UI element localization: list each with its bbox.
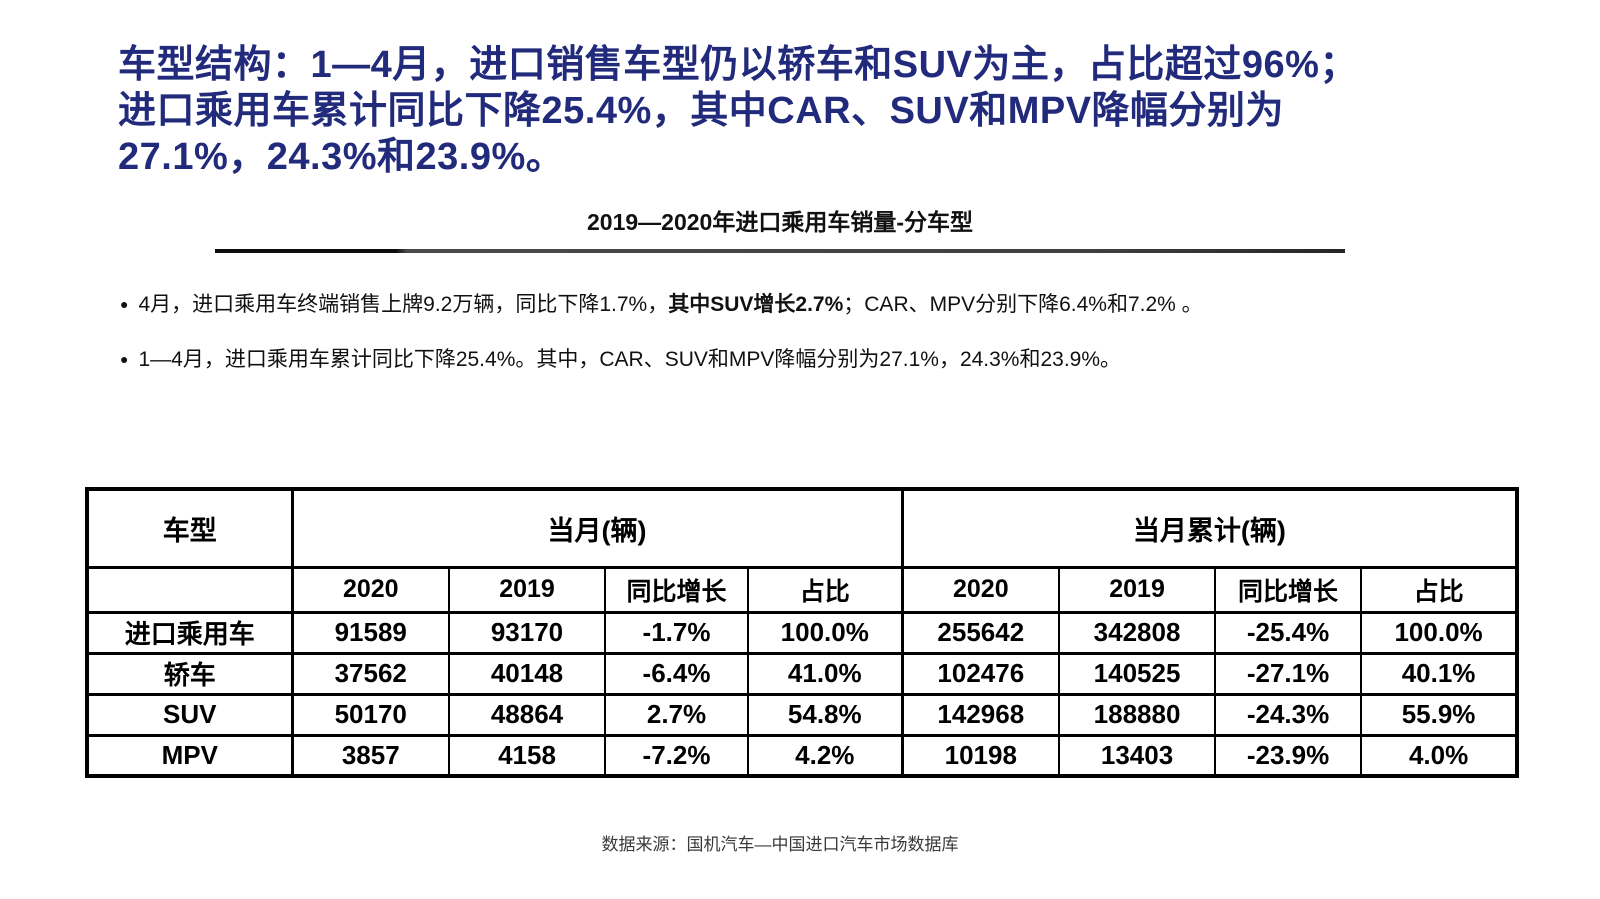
cell: 55.9% bbox=[1360, 692, 1519, 737]
cell: 142968 bbox=[900, 692, 1061, 737]
col-subheader-yoy-cum: 同比增长 bbox=[1214, 565, 1363, 614]
table-row-car: 轿车 37562 40148 -6.4% 41.0% 102476 140525… bbox=[86, 651, 1519, 696]
row-label: 进口乘用车 bbox=[86, 610, 294, 655]
col-subheader-2019-cum: 2019 bbox=[1058, 565, 1217, 614]
cell: 37562 bbox=[291, 651, 450, 696]
cell: -23.9% bbox=[1214, 733, 1363, 778]
bullet-icon: ● bbox=[120, 351, 129, 367]
table-row-imported-pv: 进口乘用车 91589 93170 -1.7% 100.0% 255642 34… bbox=[86, 610, 1519, 655]
bullet-2-pre: 1—4月，进口乘用车累计同比下降25.4%。其中，CAR、SUV和MPV降幅分别… bbox=[138, 348, 1122, 371]
bullet-list: ● 4月，进口乘用车终端销售上牌9.2万辆，同比下降1.7%，其中SUV增长2.… bbox=[120, 288, 1460, 398]
bullet-item-1: ● 4月，进口乘用车终端销售上牌9.2万辆，同比下降1.7%，其中SUV增长2.… bbox=[120, 288, 1460, 318]
cell: 100.0% bbox=[1360, 610, 1519, 655]
cell: 188880 bbox=[1058, 692, 1217, 737]
cell: 91589 bbox=[291, 610, 450, 655]
cell: 255642 bbox=[900, 610, 1061, 655]
cell: -7.2% bbox=[604, 733, 749, 778]
col-group-current-month: 当月(辆) bbox=[290, 487, 904, 569]
table-group-header-row: 车型 当月(辆) 当月累计(辆) bbox=[86, 487, 1519, 569]
page-title-line-2: 进口乘用车累计同比下降25.4%，其中CAR、SUV和MPV降幅分别为 bbox=[118, 90, 1285, 132]
cell: 13403 bbox=[1058, 733, 1217, 778]
row-label: 轿车 bbox=[86, 651, 294, 696]
cell: 3857 bbox=[291, 733, 450, 778]
bullet-text-2: 1—4月，进口乘用车累计同比下降25.4%。其中，CAR、SUV和MPV降幅分别… bbox=[138, 343, 1121, 373]
bullet-1-bold: 其中SUV增长2.7% bbox=[668, 293, 844, 316]
cell: -25.4% bbox=[1214, 610, 1363, 655]
cell: 40148 bbox=[448, 651, 606, 696]
row-label: SUV bbox=[86, 692, 294, 737]
table-row-suv: SUV 50170 48864 2.7% 54.8% 142968 188880… bbox=[86, 692, 1519, 737]
col-subheader-yoy-month: 同比增长 bbox=[604, 565, 749, 614]
col-subheader-2019-month: 2019 bbox=[448, 565, 606, 614]
bullet-icon: ● bbox=[120, 296, 129, 312]
cell: 4158 bbox=[448, 733, 606, 778]
cell: 41.0% bbox=[746, 651, 904, 696]
cell: 40.1% bbox=[1360, 651, 1519, 696]
cell: 50170 bbox=[291, 692, 450, 737]
table-row-mpv: MPV 3857 4158 -7.2% 4.2% 10198 13403 -23… bbox=[86, 733, 1519, 778]
sales-by-type-table: 车型 当月(辆) 当月累计(辆) 2020 2019 同比增长 占比 2020 … bbox=[85, 487, 1520, 778]
cell: 2.7% bbox=[604, 692, 749, 737]
table-caption: 2019—2020年进口乘用车销量-分车型 bbox=[587, 209, 973, 235]
bullet-1-post: ；CAR、MPV分别下降6.4%和7.2% 。 bbox=[843, 293, 1203, 316]
cell: 342808 bbox=[1058, 610, 1217, 655]
cell: 93170 bbox=[448, 610, 606, 655]
col-subheader-2020-cum: 2020 bbox=[900, 565, 1061, 614]
cell: 10198 bbox=[900, 733, 1061, 778]
col-subheader-share-cum: 占比 bbox=[1360, 565, 1519, 614]
bullet-1-pre: 4月，进口乘用车终端销售上牌9.2万辆，同比下降1.7%， bbox=[138, 293, 669, 316]
cell: -24.3% bbox=[1214, 692, 1363, 737]
cell: 140525 bbox=[1058, 651, 1217, 696]
col-subheader-empty bbox=[86, 565, 294, 614]
cell: -6.4% bbox=[604, 651, 749, 696]
table-caption-block: 2019—2020年进口乘用车销量-分车型 bbox=[215, 203, 1345, 253]
col-header-vehicle-type: 车型 bbox=[86, 487, 294, 569]
col-subheader-share-month: 占比 bbox=[746, 565, 904, 614]
table-subheader-row: 2020 2019 同比增长 占比 2020 2019 同比增长 占比 bbox=[86, 565, 1519, 614]
cell: -27.1% bbox=[1214, 651, 1363, 696]
col-group-cumulative: 当月累计(辆) bbox=[900, 487, 1519, 569]
cell: 102476 bbox=[900, 651, 1061, 696]
bullet-text-1: 4月，进口乘用车终端销售上牌9.2万辆，同比下降1.7%，其中SUV增长2.7%… bbox=[138, 288, 1202, 318]
col-subheader-2020-month: 2020 bbox=[291, 565, 450, 614]
data-source-note: 数据来源：国机汽车—中国进口汽车市场数据库 bbox=[601, 835, 959, 854]
cell: 4.2% bbox=[746, 733, 904, 778]
cell: 48864 bbox=[448, 692, 606, 737]
divider-line bbox=[215, 249, 1345, 253]
row-label: MPV bbox=[86, 733, 294, 778]
cell: -1.7% bbox=[604, 610, 749, 655]
cell: 4.0% bbox=[1360, 733, 1519, 778]
bullet-item-2: ● 1—4月，进口乘用车累计同比下降25.4%。其中，CAR、SUV和MPV降幅… bbox=[120, 343, 1460, 373]
page-title: 车型结构：1—4月，进口销售车型仍以轿车和SUV为主，占比超过96%； 进口乘用… bbox=[118, 42, 1518, 180]
page-title-line-1: 车型结构：1—4月，进口销售车型仍以轿车和SUV为主，占比超过96%； bbox=[118, 44, 1358, 86]
page-title-line-3: 27.1%，24.3%和23.9%。 bbox=[118, 136, 565, 178]
cell: 54.8% bbox=[746, 692, 904, 737]
cell: 100.0% bbox=[746, 610, 904, 655]
